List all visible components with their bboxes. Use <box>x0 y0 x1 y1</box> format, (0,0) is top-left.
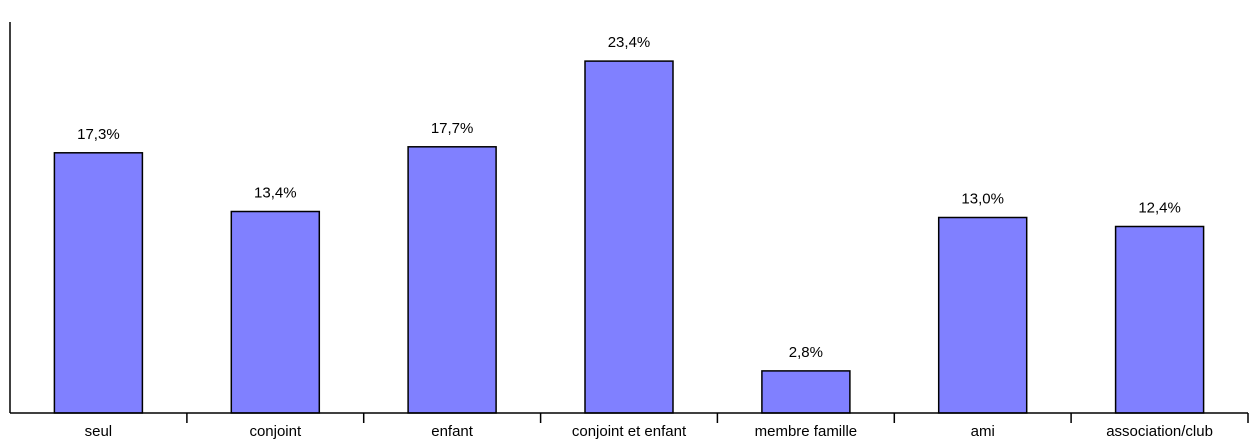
data-label-ami: 13,0% <box>961 191 1004 208</box>
bar-membre-famille <box>761 370 851 414</box>
bar-enfant <box>407 146 497 414</box>
data-label-conjoint: 13,4% <box>254 185 297 202</box>
x-ticks-layer <box>186 413 1249 423</box>
x-tick-label-membre-famille: membre famille <box>755 423 858 440</box>
axes-layer <box>9 22 1248 414</box>
x-tick-label-conjoint: conjoint <box>249 423 302 440</box>
x-tick-label-ami: ami <box>971 423 995 440</box>
bars-layer <box>53 60 1205 414</box>
data-label-conjoint-et-enfant: 23,4% <box>608 34 651 51</box>
x-tick-label-enfant: enfant <box>431 423 474 440</box>
x-tick-labels-layer: seul conjoint enfant conjoint et enfant memb… <box>85 423 1213 440</box>
bar-seul <box>53 152 144 414</box>
x-tick-label-seul: seul <box>85 423 113 440</box>
data-label-association-club: 12,4% <box>1138 200 1181 217</box>
data-labels-layer: 17,3% 13,4% 17,7% 23,4% 2,8% 13,0% 12,4% <box>77 34 1181 361</box>
bar-ami <box>937 216 1028 414</box>
x-tick-label-conjoint-et-enfant: conjoint et enfant <box>572 423 687 440</box>
bar-conjoint <box>230 210 321 414</box>
bar-association-club <box>1114 225 1205 414</box>
data-label-enfant: 17,7% <box>431 120 474 137</box>
x-tick-label-association-club: association/club <box>1106 423 1213 440</box>
data-label-membre-famille: 2,8% <box>789 344 823 361</box>
data-label-seul: 17,3% <box>77 126 120 143</box>
bar-conjoint-et-enfant <box>584 60 674 414</box>
